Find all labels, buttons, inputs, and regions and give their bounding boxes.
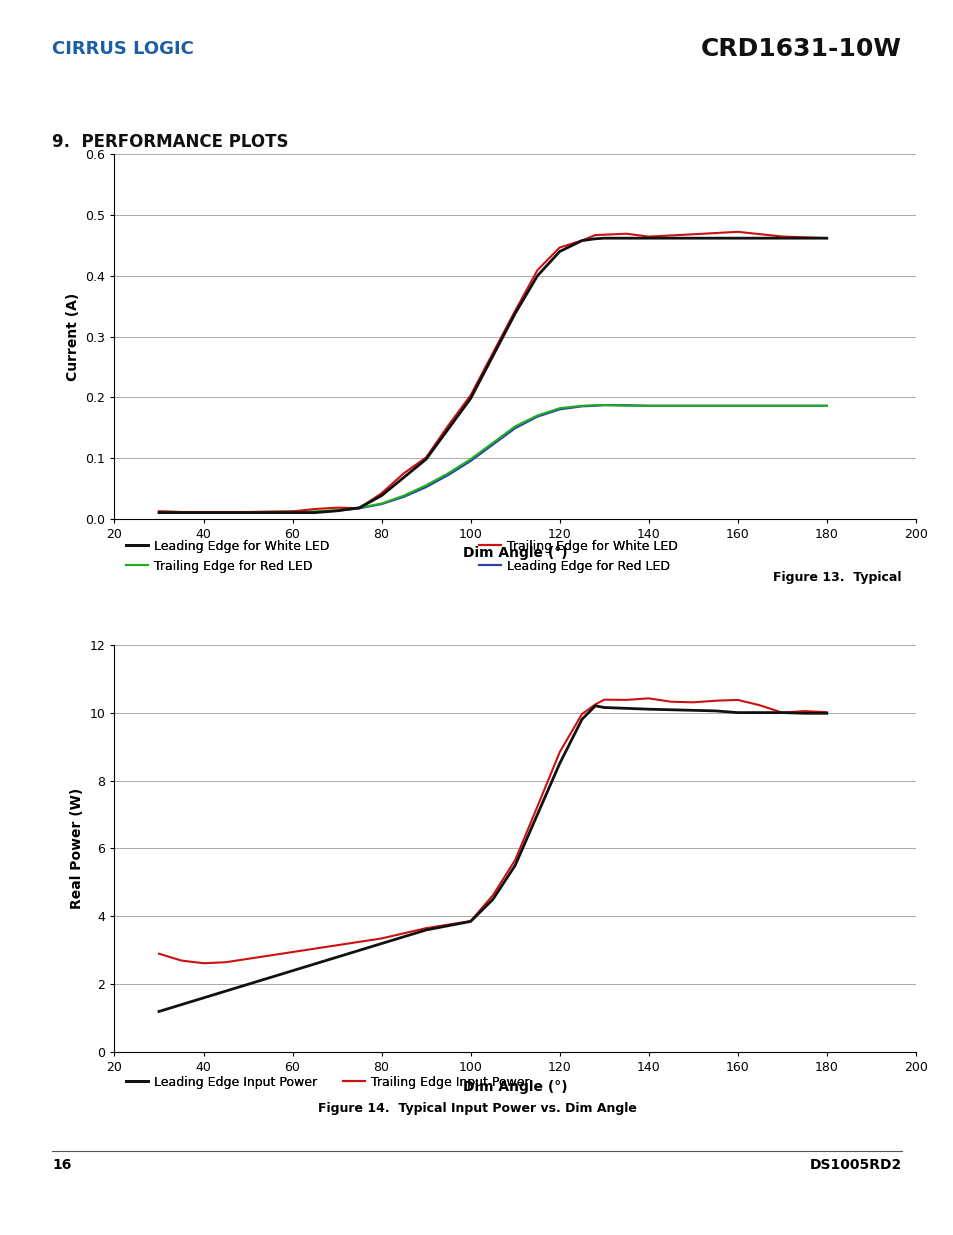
Y-axis label: Real Power (W): Real Power (W) [70, 788, 84, 909]
Legend: Leading Edge Input Power, Trailing Edge Input Power: Leading Edge Input Power, Trailing Edge … [121, 1071, 535, 1094]
Text: CIRRUS LOGIC: CIRRUS LOGIC [52, 41, 194, 58]
Text: Figure 14.  Typical Input Power vs. Dim Angle: Figure 14. Typical Input Power vs. Dim A… [317, 1102, 636, 1115]
X-axis label: Dim Angle (°): Dim Angle (°) [462, 1079, 567, 1094]
Text: 9.  PERFORMANCE PLOTS: 9. PERFORMANCE PLOTS [52, 133, 289, 152]
Y-axis label: Current (A): Current (A) [66, 293, 80, 380]
X-axis label: Dim Angle (°): Dim Angle (°) [462, 546, 567, 561]
Text: 16: 16 [52, 1158, 71, 1172]
Text: DS1005RD2: DS1005RD2 [808, 1158, 901, 1172]
Legend: Leading Edge for White LED, Trailing Edge for Red LED: Leading Edge for White LED, Trailing Edg… [121, 535, 335, 578]
Legend: Trailing Edge for White LED, Leading Edge for Red LED: Trailing Edge for White LED, Leading Edg… [474, 535, 682, 578]
Text: CRD1631-10W: CRD1631-10W [700, 37, 901, 62]
Text: Figure 13.  Typical: Figure 13. Typical [772, 571, 901, 584]
